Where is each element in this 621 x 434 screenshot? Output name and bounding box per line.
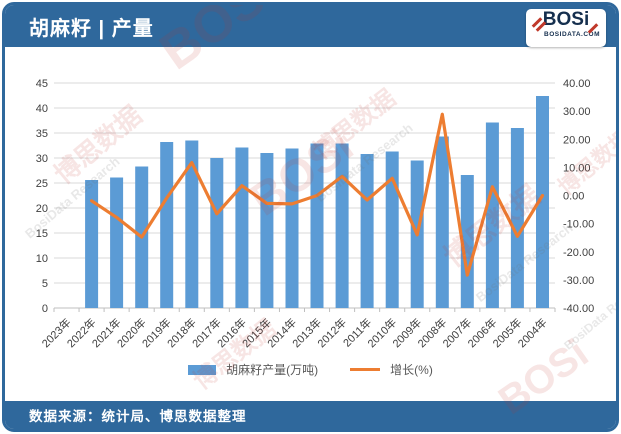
header-bar: 胡麻籽 | 产量 BOSi BOSIDATA.COM [5,5,616,47]
footer-bar: 数据来源：统计局、博思数据整理 [5,401,616,429]
y-axis-left-label: 45 [36,78,48,90]
bar-2007年 [460,175,474,308]
data-source-note: 数据来源：统计局、博思数据整理 [29,409,247,424]
y-axis-right-label: 20.00 [563,134,591,146]
bar-2011年 [360,154,374,308]
bar-2012年 [335,143,349,308]
page-title: 胡麻籽 | 产量 [29,17,154,40]
bar-2004年 [536,96,549,308]
y-axis-right-label: -10.00 [563,219,594,231]
bar-2008年 [435,136,449,308]
bar-2017年 [210,158,224,308]
legend-production-swatch [188,364,217,375]
bosi-logo: BOSi BOSIDATA.COM [526,9,606,47]
logo-text: BOSi [531,9,599,34]
y-axis-left-label: 40 [36,103,48,115]
legend-production-label: 胡麻籽产量(万吨) [226,363,319,377]
bar-2005年 [510,128,524,308]
bar-2013年 [310,143,324,308]
growth-line [90,112,545,277]
bar-2014年 [285,148,299,308]
y-axis-right-label: 40.00 [563,78,591,90]
y-axis-right-label: -40.00 [563,303,594,315]
x-axis-label: 2004年 [515,315,550,350]
y-axis-left-label: 30 [36,153,48,165]
y-axis-right-label: -30.00 [563,275,594,287]
bar-2016年 [235,147,249,308]
production-chart: 45 40 35 30 25 20 15 10 5 0 40.00 30.00 20.00 10.00 0.… [36,78,594,350]
y-axis-left-label: 10 [36,253,48,265]
y-axis-left-label: 20 [36,203,48,215]
y-axis-right-label: 30.00 [563,106,591,118]
y-axis-left-label: 0 [42,303,48,315]
y-axis-left-label: 35 [36,128,48,140]
y-axis-right-label: 10.00 [563,162,591,174]
legend-growth-swatch [350,368,381,371]
chart-area: 45 40 35 30 25 20 15 10 5 0 40.00 30.00 20.00 10.00 0.… [5,47,616,401]
bar-2015年 [260,153,274,308]
logo-subtext: BOSIDATA.COM [544,31,600,38]
y-axis-left-label: 25 [36,178,48,190]
bar-2010年 [385,151,399,308]
y-axis-right-label: -20.00 [563,247,594,259]
bar-2021年 [110,177,124,308]
chart-legend: 胡麻籽产量(万吨) 增长(%) [5,361,616,378]
bar-2022年 [85,180,99,308]
bar-2018年 [185,140,199,308]
y-axis-right-label: 0.00 [563,191,584,203]
legend-growth-label: 增长(%) [390,363,433,377]
bar-2006年 [485,122,499,308]
y-axis-left-label: 15 [36,228,48,240]
bar-2019年 [160,142,174,308]
y-axis-left-label: 5 [42,278,48,290]
